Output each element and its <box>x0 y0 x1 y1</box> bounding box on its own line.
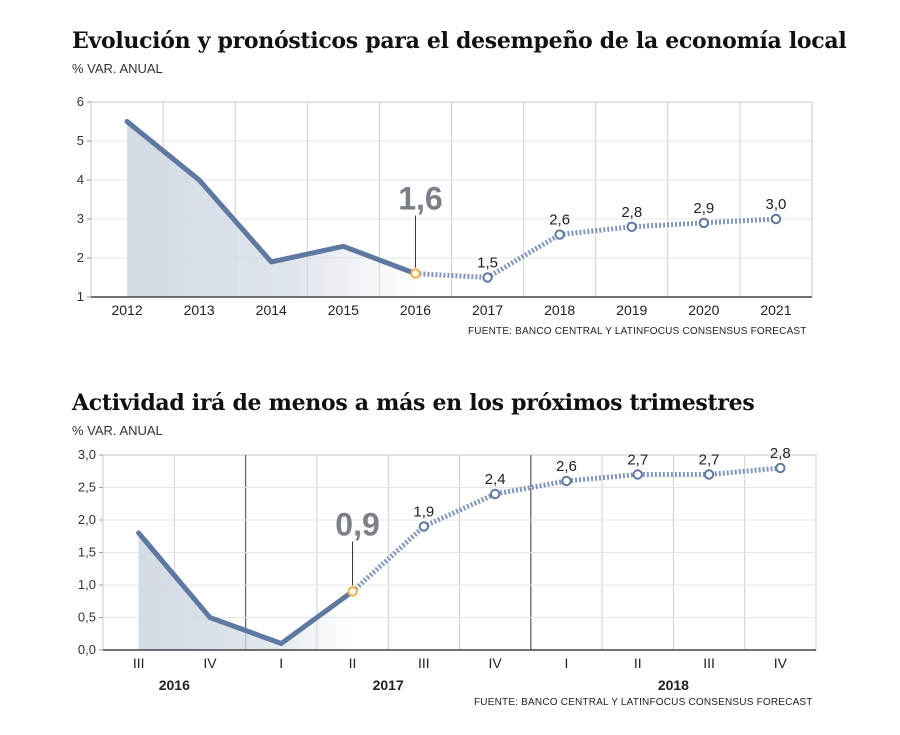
chart2-y-tick-label: 2,5 <box>78 480 96 495</box>
chart2-year-label: 2016 <box>159 677 190 693</box>
chart2-y-tick-label: 3,0 <box>78 447 96 462</box>
chart2-x-tick-label: IV <box>774 655 788 671</box>
chart1-data-label: 1,5 <box>477 255 498 272</box>
chart1-y-tick-label: 1 <box>77 289 84 304</box>
chart2-x-tick-label: III <box>418 655 430 671</box>
chart1-y-tick-label: 5 <box>77 133 84 148</box>
chart2-y-tick-label: 0,5 <box>78 610 96 625</box>
chart1-x-tick-label: 2019 <box>616 302 647 318</box>
chart2-y-tick-label: 1,5 <box>78 545 96 560</box>
chart2-unit-label: % VAR. ANUAL <box>72 423 163 438</box>
chart2-y-tick-label: 2,0 <box>78 512 96 527</box>
chart2-y-tick-label: 1,0 <box>78 577 96 592</box>
chart2-title: Actividad irá de menos a más en los próx… <box>72 390 755 416</box>
chart2-area <box>138 533 353 650</box>
chart2-forecast-point <box>561 475 572 487</box>
chart1-y-tick-label: 3 <box>77 211 84 226</box>
chart2-forecast-point <box>489 488 501 500</box>
chart1-data-label: 3,0 <box>766 196 787 213</box>
chart1-area <box>127 121 416 297</box>
chart1-x-tick-label: 2020 <box>688 302 719 318</box>
chart2-x-tick-label: III <box>133 655 145 671</box>
chart1-unit-label: % VAR. ANUAL <box>72 61 163 76</box>
chart2-data-label: 1,9 <box>413 504 434 521</box>
chart1-plot: 1 2 3 4 5 6 2012 2013 2014 2015 2016 2017 2018 2019 20… <box>77 94 813 318</box>
chart2-data-label: 2,8 <box>770 445 791 462</box>
chart1-y-tick-label: 6 <box>77 94 84 109</box>
chart1-forecast-point <box>698 217 710 229</box>
chart1-data-label: 2,9 <box>693 200 714 217</box>
chart2-x-tick-label: I <box>565 655 569 671</box>
chart2-forecast-point <box>632 469 643 480</box>
chart1-y-tick-label: 2 <box>77 250 84 265</box>
chart2-data-label: 2,4 <box>485 471 506 488</box>
chart1-x-tick-label: 2016 <box>400 302 431 318</box>
chart2-source: FUENTE: BANCO CENTRAL Y LATINFOCUS CONSE… <box>474 697 813 708</box>
chart1-forecast-point <box>482 272 493 283</box>
chart1-forecast-point <box>770 213 782 225</box>
chart2-year-label: 2018 <box>658 677 689 693</box>
chart1-x-tick-label: 2015 <box>328 302 359 318</box>
chart1-data-label: 2,6 <box>549 212 570 229</box>
chart1-x-tick-label: 2018 <box>544 302 575 318</box>
chart1-x-tick-label: 2013 <box>184 302 215 318</box>
chart2-data-label: 2,7 <box>627 452 648 469</box>
chart2-series-line <box>136 530 356 646</box>
chart1-x-tick-label: 2012 <box>111 302 142 318</box>
chart1-x-tick-label: 2014 <box>256 302 287 318</box>
chart2-x-tick-label: I <box>279 655 283 671</box>
chart2-data-label: 2,7 <box>699 452 720 469</box>
chart2-y-tick-label: 0,0 <box>78 642 96 657</box>
chart2-forecast-point <box>703 469 715 480</box>
chart1-source: FUENTE: BANCO CENTRAL Y LATINFOCUS CONSE… <box>468 326 807 337</box>
chart2-x-tick-label: IV <box>489 655 503 671</box>
chart1-x-tick-label: 2017 <box>472 302 503 318</box>
chart2-year-label: 2017 <box>373 677 404 693</box>
chart1-title: Evolución y pronósticos para el desempeñ… <box>72 28 847 54</box>
chart1-series-line <box>124 119 418 277</box>
chart1-x-tick-label: 2021 <box>760 302 791 318</box>
chart2-x-tick-label: IV <box>203 655 217 671</box>
chart1-highlight-point <box>410 268 421 279</box>
chart2-forecast-point <box>418 521 430 532</box>
chart2-data-label: 2,6 <box>556 458 577 475</box>
chart1-data-label: 2,8 <box>621 204 642 221</box>
chart2-forecast-point <box>775 462 786 474</box>
chart2-x-tick-label: II <box>634 655 642 671</box>
chart2-x-tick-label: III <box>703 655 715 671</box>
chart1-forecast-point <box>626 221 637 233</box>
chart2-highlight-point <box>347 586 358 597</box>
chart2-highlight-label: 0,9 <box>335 507 379 543</box>
chart1-highlight-label: 1,6 <box>398 181 442 217</box>
chart1-forecast-line <box>415 216 777 280</box>
chart2-x-tick-label: II <box>349 655 357 671</box>
chart1-y-tick-label: 4 <box>77 172 84 187</box>
chart1-forecast-point <box>554 229 565 240</box>
